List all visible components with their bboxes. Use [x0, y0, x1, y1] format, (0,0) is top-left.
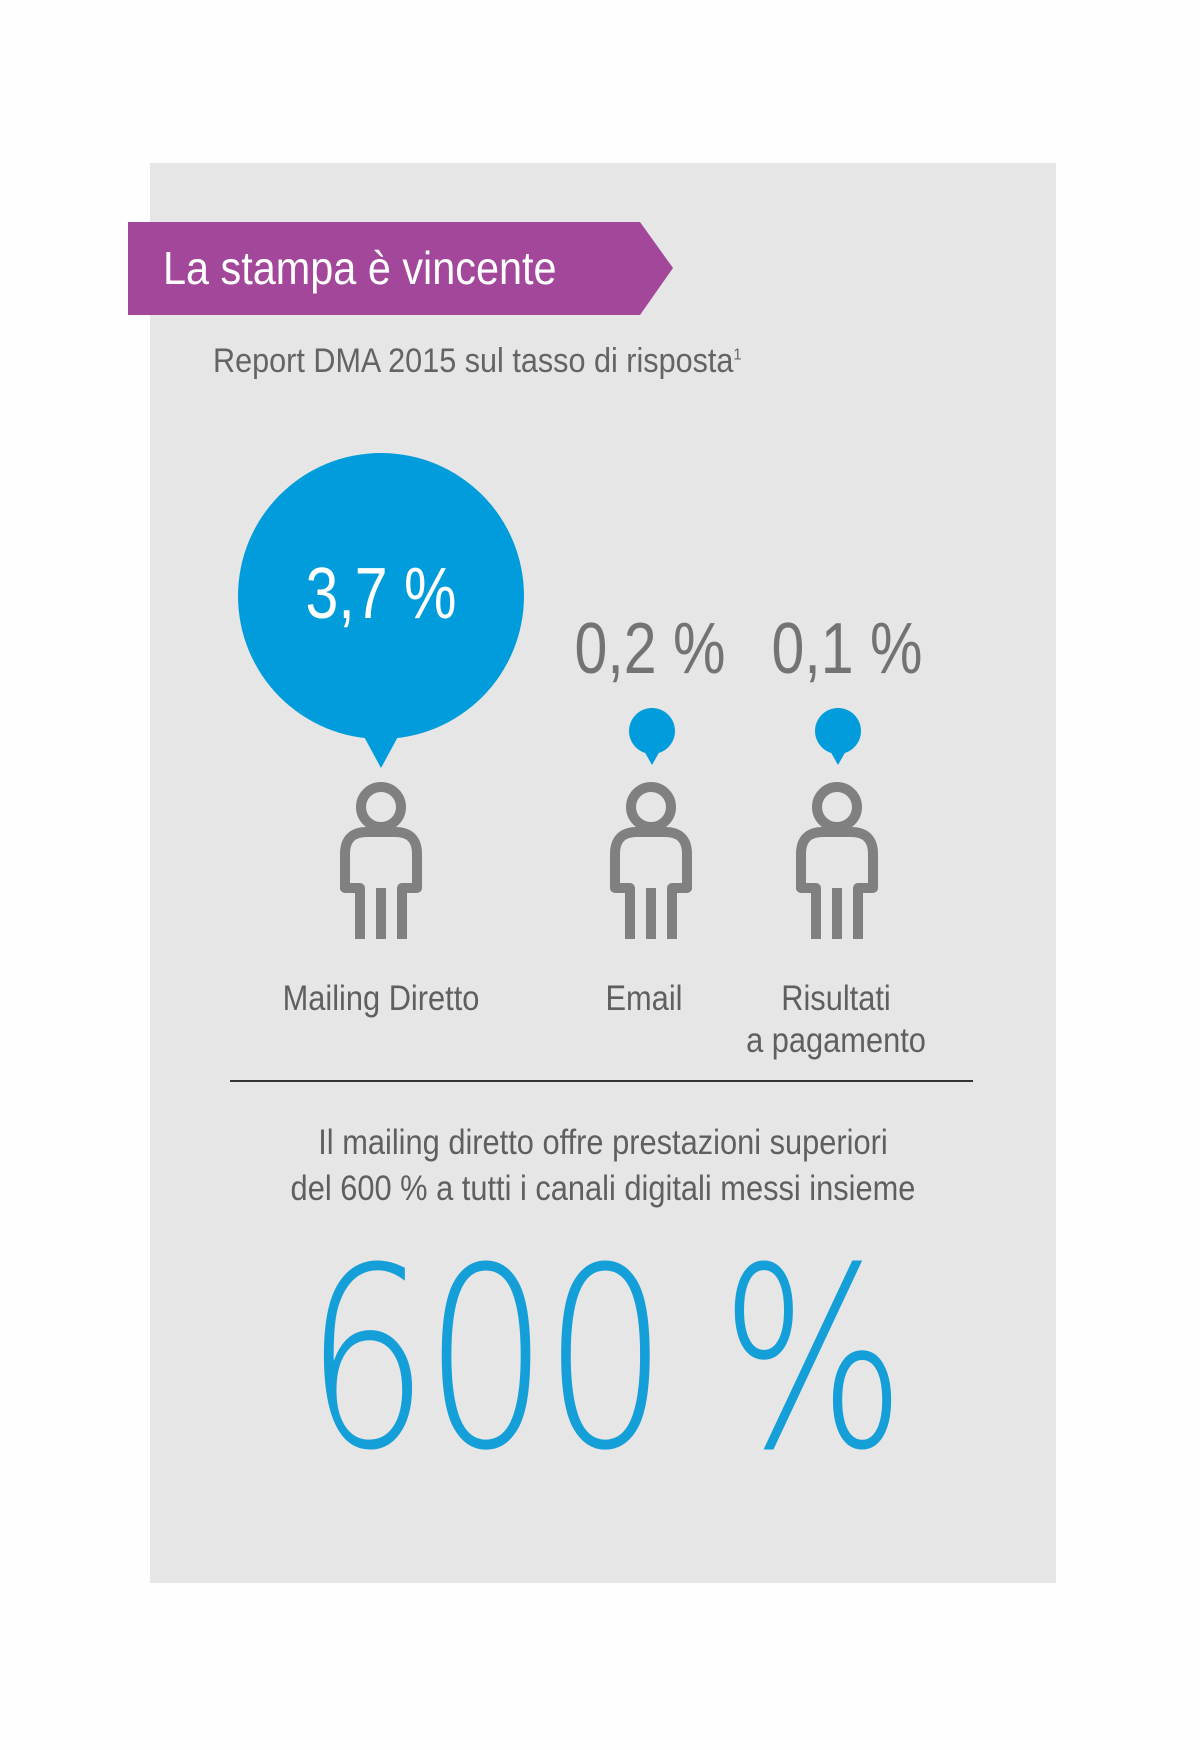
direct-mail-rate: 3,7 %	[305, 554, 457, 634]
section-divider	[230, 1080, 973, 1082]
report-subtitle: Report DMA 2015 sul tasso di risposta1	[213, 342, 741, 381]
person-icon	[340, 782, 422, 939]
email-pin-icon	[629, 708, 675, 765]
caption-line-2: del 600 % a tutti i canali digitali mess…	[290, 1169, 916, 1208]
paid-results-label-line-1: Risultati	[781, 979, 891, 1018]
paid-results-rate: 0,1 %	[771, 609, 923, 689]
email-label: Email	[530, 978, 759, 1020]
footnote-marker: 1	[733, 346, 742, 364]
hero-percentage: 600 %	[304, 1214, 906, 1505]
caption-line-1: Il mailing diretto offre prestazioni sup…	[318, 1123, 888, 1162]
person-icon	[796, 782, 878, 939]
person-icon	[610, 782, 692, 939]
banner-shape	[128, 222, 673, 315]
direct-mail-bubble: 3,7 %	[238, 453, 524, 768]
email-label-line: Email	[605, 979, 683, 1018]
paid-results-label: Risultati a pagamento	[722, 978, 951, 1062]
page-title: La stampa è vincente	[163, 242, 557, 294]
summary-caption: Il mailing diretto offre prestazioni sup…	[231, 1120, 975, 1212]
direct-mail-label: Mailing Diretto	[267, 978, 496, 1020]
direct-mail-label-line: Mailing Diretto	[282, 979, 480, 1018]
paid-results-label-line-2: a pagamento	[746, 1021, 926, 1060]
subtitle-text: Report DMA 2015 sul tasso di risposta	[213, 342, 734, 380]
paid-results-pin-icon	[815, 708, 861, 765]
title-banner: La stampa è vincente	[128, 222, 673, 315]
email-rate: 0,2 %	[574, 609, 726, 689]
speech-bubble-icon	[238, 453, 524, 768]
content-panel	[150, 163, 1056, 1583]
